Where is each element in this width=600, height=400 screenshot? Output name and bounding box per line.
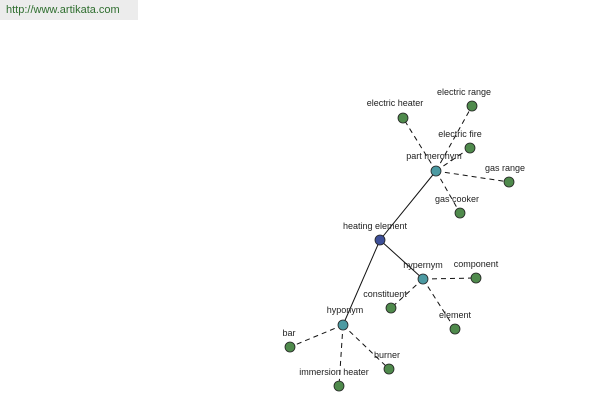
node[interactable] — [449, 323, 461, 335]
node[interactable] — [430, 165, 442, 177]
node[interactable] — [397, 112, 409, 124]
dashed-edge — [390, 278, 424, 309]
dashed-edge — [342, 324, 390, 370]
dashed-edge — [435, 147, 471, 172]
dashed-edge — [435, 105, 473, 172]
node-label: gas range — [485, 163, 525, 173]
edge — [379, 239, 424, 280]
node-label: immersion heater — [299, 367, 369, 377]
node[interactable] — [470, 272, 482, 284]
node[interactable] — [374, 234, 386, 246]
node-label: hypernym — [403, 260, 443, 270]
node-label: electric range — [437, 87, 491, 97]
node-label: part meronym — [406, 151, 462, 161]
dashed-edge — [422, 278, 456, 330]
node-label: component — [454, 259, 499, 269]
node[interactable] — [464, 142, 476, 154]
dashed-edge — [435, 170, 510, 183]
node-label: electric fire — [438, 129, 482, 139]
node[interactable] — [503, 176, 515, 188]
node-label: constituent — [363, 289, 407, 299]
node-label: burner — [374, 350, 400, 360]
dashed-edge — [435, 170, 461, 214]
node-label: heating element — [343, 221, 408, 231]
node[interactable] — [454, 207, 466, 219]
node-label: electric heater — [367, 98, 424, 108]
edge — [342, 239, 381, 326]
node[interactable] — [383, 363, 395, 375]
node[interactable] — [333, 380, 345, 392]
site-url[interactable]: http://www.artikata.com — [0, 0, 138, 20]
dashed-edge — [422, 277, 477, 280]
node-label: element — [439, 310, 472, 320]
node[interactable] — [385, 302, 397, 314]
dashed-edge — [402, 117, 437, 172]
dashed-edge — [289, 324, 344, 348]
dashed-edge — [338, 324, 344, 387]
node[interactable] — [284, 341, 296, 353]
node-label: hyponym — [327, 305, 364, 315]
node[interactable] — [337, 319, 349, 331]
node-label: bar — [282, 328, 295, 338]
node[interactable] — [466, 100, 478, 112]
edge — [379, 170, 437, 241]
node-label: gas cooker — [435, 194, 479, 204]
node[interactable] — [417, 273, 429, 285]
